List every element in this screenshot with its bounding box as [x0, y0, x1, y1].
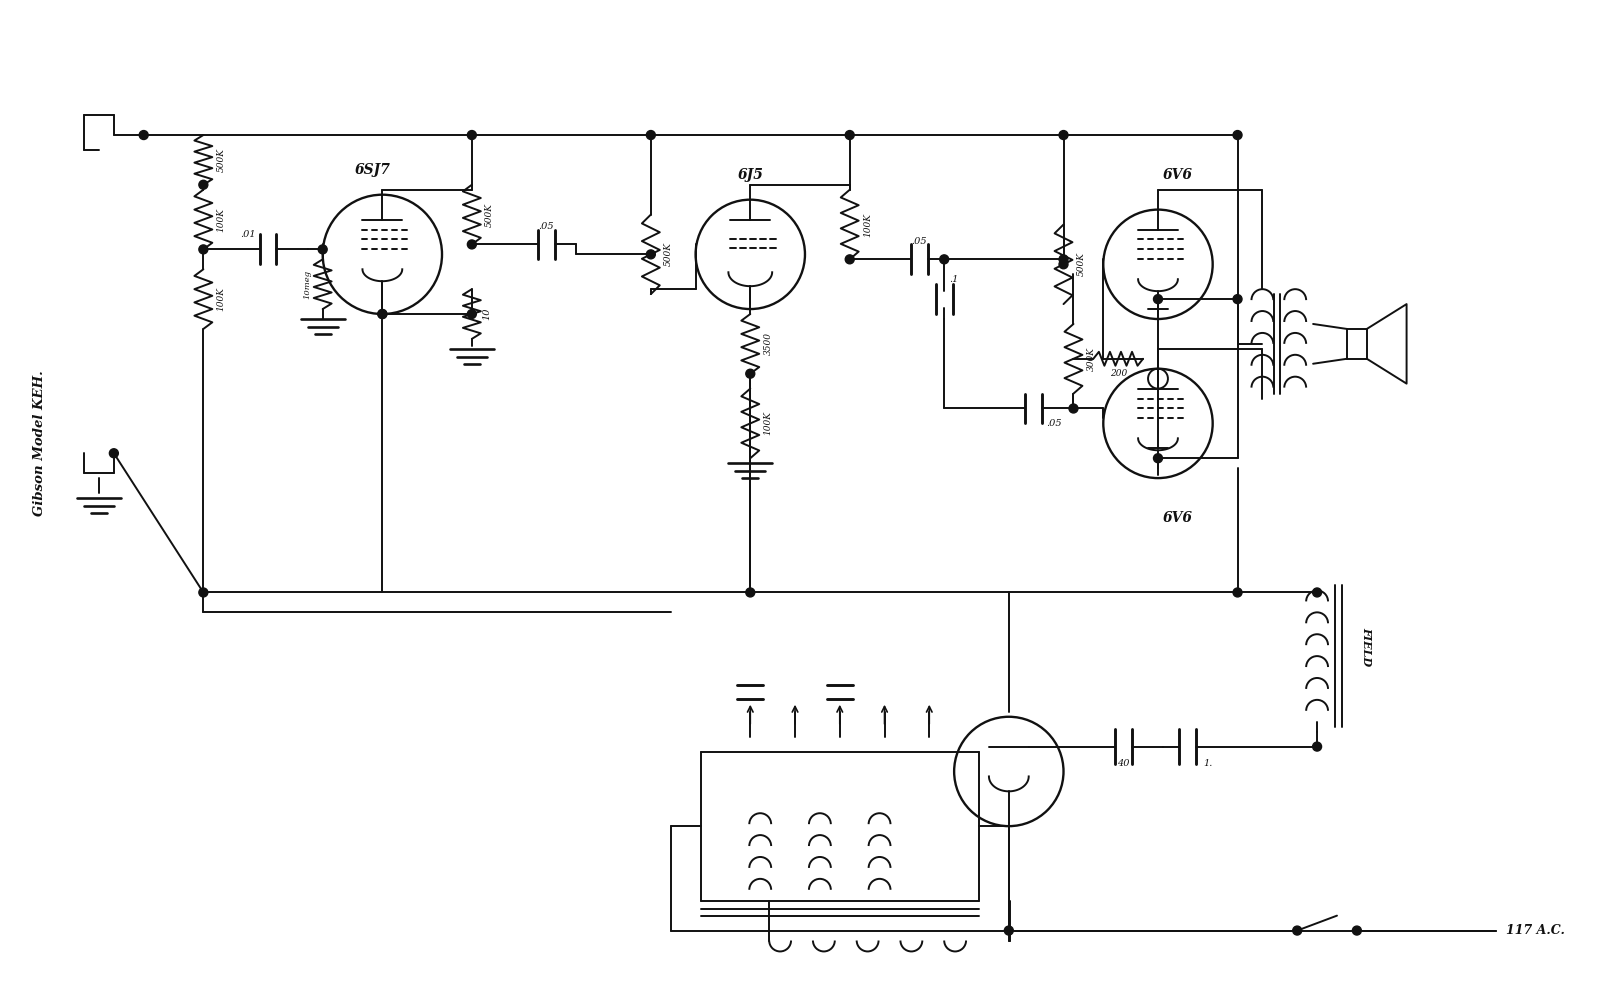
- Circle shape: [1154, 295, 1163, 304]
- Text: 40: 40: [1117, 759, 1130, 768]
- Circle shape: [939, 255, 949, 264]
- Circle shape: [467, 310, 477, 319]
- Circle shape: [198, 181, 208, 190]
- Text: 6V6: 6V6: [1163, 510, 1194, 525]
- Circle shape: [1312, 742, 1322, 751]
- Text: 300K: 300K: [1086, 347, 1096, 370]
- Circle shape: [746, 588, 755, 597]
- Text: .05: .05: [912, 237, 926, 246]
- Text: 200: 200: [1109, 369, 1126, 378]
- Text: 500K: 500K: [485, 203, 494, 226]
- Text: .1: .1: [949, 275, 958, 284]
- Circle shape: [467, 240, 477, 249]
- Circle shape: [1059, 255, 1067, 264]
- Circle shape: [1234, 295, 1242, 304]
- Text: 500K: 500K: [664, 242, 674, 266]
- Text: 6SJ7: 6SJ7: [355, 163, 390, 177]
- Circle shape: [1059, 260, 1067, 269]
- Circle shape: [198, 245, 208, 254]
- Text: 1.: 1.: [1203, 759, 1213, 768]
- Circle shape: [378, 310, 387, 319]
- Text: .05: .05: [1046, 419, 1061, 428]
- Text: 10meg: 10meg: [304, 270, 312, 299]
- Text: 3500: 3500: [763, 333, 773, 355]
- Circle shape: [646, 250, 656, 259]
- Text: 100K: 100K: [862, 213, 872, 236]
- Text: .05: .05: [539, 222, 554, 231]
- Text: 100K: 100K: [216, 208, 226, 231]
- Circle shape: [1059, 130, 1067, 139]
- Text: Gibson Model KEH.: Gibson Model KEH.: [32, 370, 46, 516]
- Circle shape: [139, 130, 149, 139]
- Circle shape: [1293, 926, 1302, 935]
- Circle shape: [1154, 454, 1163, 463]
- Circle shape: [1352, 926, 1362, 935]
- Circle shape: [1312, 588, 1322, 597]
- Text: 6J5: 6J5: [738, 168, 763, 182]
- Circle shape: [1234, 130, 1242, 139]
- Circle shape: [109, 449, 118, 458]
- Text: FIELD: FIELD: [1362, 627, 1373, 665]
- Circle shape: [1005, 926, 1013, 935]
- Circle shape: [318, 245, 326, 254]
- Circle shape: [1069, 404, 1078, 413]
- Text: 100K: 100K: [763, 411, 773, 435]
- Text: 100K: 100K: [216, 287, 226, 311]
- Circle shape: [198, 588, 208, 597]
- Circle shape: [378, 310, 387, 319]
- Circle shape: [845, 130, 854, 139]
- Circle shape: [845, 255, 854, 264]
- Text: 10: 10: [482, 308, 491, 321]
- Text: 117 A.C.: 117 A.C.: [1506, 924, 1565, 937]
- Circle shape: [467, 130, 477, 139]
- Text: 6V6: 6V6: [1163, 168, 1194, 182]
- Text: 500K: 500K: [216, 148, 226, 172]
- Text: 500K: 500K: [1077, 252, 1086, 276]
- Circle shape: [746, 369, 755, 378]
- Circle shape: [646, 130, 656, 139]
- Text: .01: .01: [240, 230, 256, 239]
- Circle shape: [1234, 588, 1242, 597]
